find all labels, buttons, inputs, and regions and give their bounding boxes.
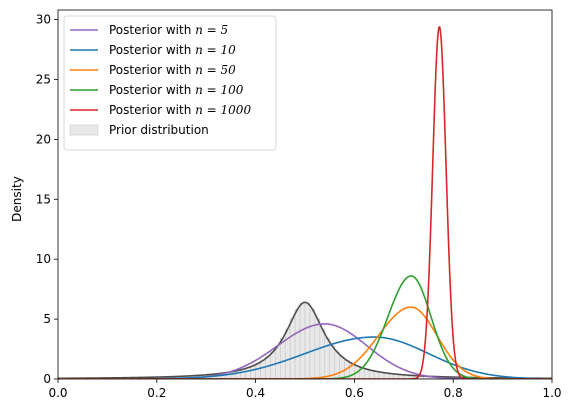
x-tick-label: 0.2 [147,386,166,400]
prior-bar [309,308,316,379]
prior-bar [339,356,345,379]
x-tick-label: 0.6 [345,386,364,400]
prior-bar [260,360,266,379]
prior-bar [373,371,380,379]
legend: Posterior with n = 5 Posterior with n = 1… [63,15,277,151]
legend-box [63,15,277,151]
legend-label: Posterior with n = 100 [109,83,244,97]
x-axis: 0.0 0.2 0.4 0.6 0.8 1.0 [48,379,562,400]
prior-bar [289,318,296,379]
prior-bar [319,328,326,379]
y-tick-label: 5 [43,312,51,326]
legend-label: Posterior with n = 5 [109,23,228,37]
legend-label: Posterior with n = 10 [109,43,236,57]
x-tick-label: 0.8 [444,386,463,400]
y-axis: 0 5 10 15 20 25 30 [36,13,58,386]
legend-label: Prior distribution [109,123,209,137]
axes-frame [57,9,553,380]
prior-bar [250,365,256,379]
plot-area [57,9,553,380]
prior-bar [363,368,370,379]
prior-bar [284,328,291,379]
prior-bar [255,363,261,379]
y-tick-label: 10 [36,252,51,266]
prior-bar [235,370,242,379]
legend-label: Posterior with n = 50 [109,63,236,77]
x-tick-label: 0.0 [48,386,67,400]
prior-bar [368,370,375,379]
prior-bar [279,337,286,379]
x-tick-label: 0.4 [246,386,265,400]
x-tick-label: 1.0 [542,386,561,400]
legend-label: Posterior with n = 1000 [109,103,251,117]
y-tick-label: 15 [36,192,51,206]
posterior-line-4 [58,275,552,379]
y-axis-label: Density [10,176,24,222]
prior-bar [294,308,301,379]
prior-bar [230,371,237,379]
prior-bar [245,367,251,379]
prior-bar [265,356,271,379]
y-tick-label: 0 [43,372,51,386]
y-tick-label: 20 [36,132,51,146]
y-tick-label: 30 [36,13,51,27]
prior-bar [240,368,247,379]
y-tick-label: 25 [36,72,51,86]
prior-bar [304,302,311,379]
prior-histogram [58,302,552,379]
legend-swatch [69,124,99,136]
prior-bar [299,302,306,379]
